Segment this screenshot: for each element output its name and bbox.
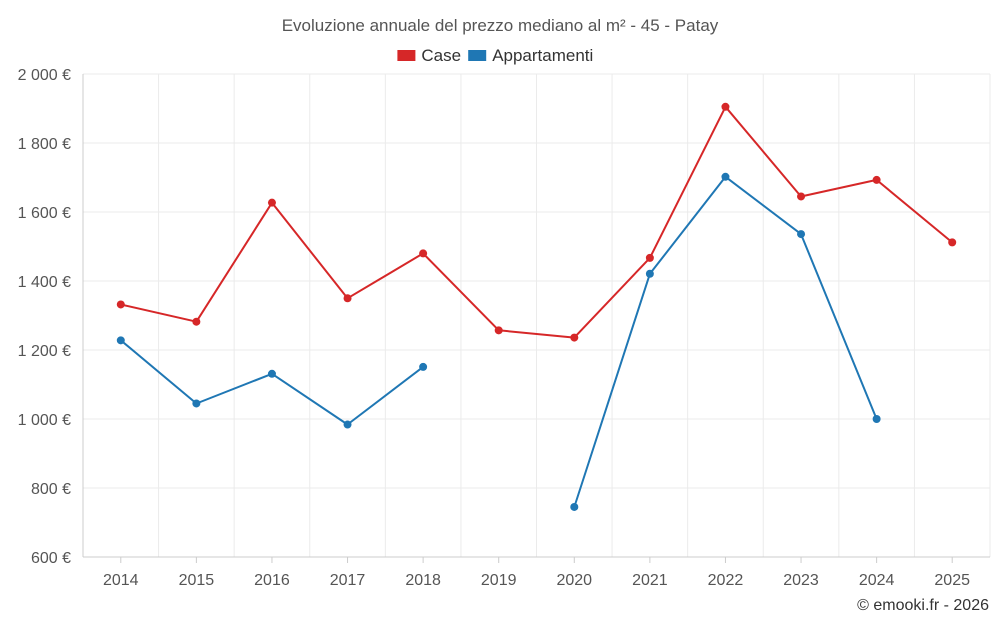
data-point-appartamenti [721,172,730,181]
series-line-case [120,105,953,339]
y-tick-label: 800 € [31,481,71,498]
chart-title: Evoluzione annuale del prezzo mediano al… [282,16,719,35]
x-tick-label: 2020 [556,572,592,589]
legend: Case Appartamenti [397,46,593,65]
x-tick-label: 2019 [481,572,517,589]
x-tick-label: 2018 [405,572,441,589]
data-point-case [797,192,806,201]
data-point-case [267,198,276,207]
data-point-case [948,238,957,247]
legend-label-appartamenti: Appartamenti [492,46,593,65]
legend-label-case: Case [421,46,461,65]
y-tick-label: 1 800 € [18,136,71,153]
x-tick-label: 2017 [330,572,366,589]
data-point-appartamenti [343,420,352,429]
y-tick-label: 1 000 € [18,412,71,429]
data-point-case [872,175,881,184]
x-tick-label: 2025 [934,572,970,589]
data-point-case [494,326,503,335]
data-point-case [343,294,352,303]
data-point-appartamenti [645,269,654,278]
y-tick-label: 2 000 € [18,67,71,84]
data-point-appartamenti [872,415,881,423]
data-point-case [192,317,201,326]
data-point-appartamenti [267,369,276,378]
x-tick-label: 2015 [179,572,215,589]
legend-swatch-appartamenti [468,50,487,61]
data-point-appartamenti [192,399,201,408]
data-point-appartamenti [797,230,806,239]
data-point-appartamenti [419,362,428,371]
data-point-appartamenti [570,502,579,511]
data-point-case [419,249,428,258]
x-tick-label: 2014 [103,572,139,589]
y-tick-label: 1 600 € [18,205,71,222]
data-point-case [570,333,579,342]
series-line-appartamenti [573,175,878,508]
x-tick-label: 2023 [783,572,819,589]
data-point-case [645,253,654,262]
series-line-appartamenti [120,339,424,426]
series-layer [116,102,957,511]
x-tick-label: 2024 [859,572,895,589]
legend-swatch-case [397,50,416,61]
axes: 600 € 800 € 1 000 € 1 200 € 1 400 € 1 600 € 1 … [18,67,990,589]
grid [82,73,991,558]
x-tick-label: 2016 [254,572,290,589]
y-tick-label: 1 400 € [18,274,71,291]
data-point-appartamenti [116,336,125,345]
x-tick-label: 2021 [632,572,668,589]
y-tick-label: 600 € [31,550,71,567]
y-tick-label: 1 200 € [18,343,71,360]
data-point-case [721,102,730,111]
data-point-case [116,300,125,309]
credit-text: © emooki.fr - 2026 [857,597,989,614]
x-tick-label: 2022 [708,572,744,589]
